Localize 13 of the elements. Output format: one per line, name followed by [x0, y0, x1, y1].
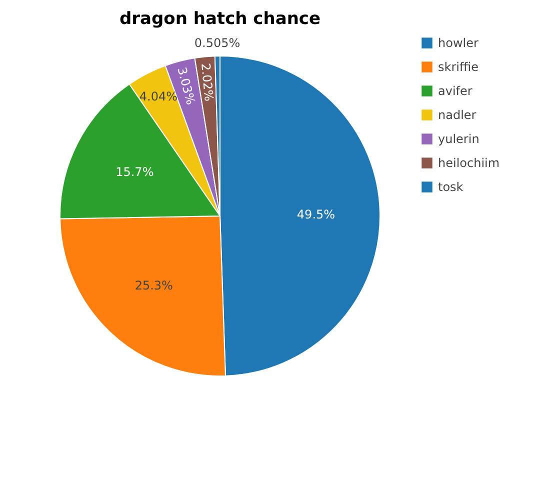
- legend-label: heilochiim: [438, 156, 500, 170]
- chart-title: dragon hatch chance: [119, 9, 321, 29]
- legend-label: skriffie: [438, 60, 478, 74]
- data-label: 25.3%: [134, 278, 173, 293]
- data-label: 15.7%: [116, 165, 154, 180]
- data-label: 49.5%: [296, 207, 336, 222]
- legend-label: nadler: [438, 108, 476, 122]
- legend-label: avifer: [438, 84, 472, 98]
- data-label: 0.505%: [194, 36, 240, 50]
- legend-label: howler: [438, 36, 478, 50]
- legend-label: yulerin: [438, 132, 480, 146]
- legend-label: tosk: [438, 180, 464, 194]
- data-label: 2.02%: [198, 62, 216, 102]
